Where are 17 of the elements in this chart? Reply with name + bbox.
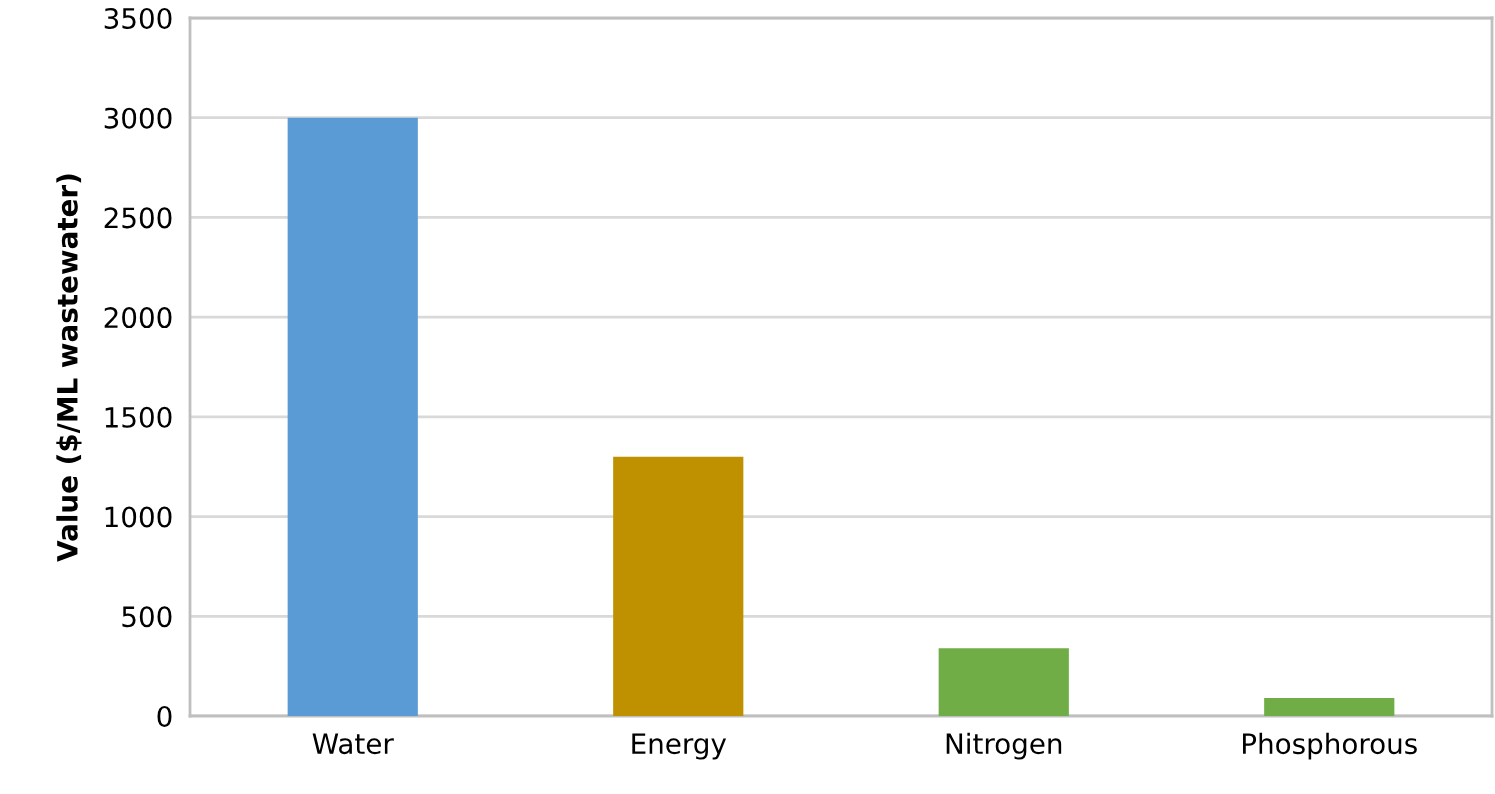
y-tick-label: 1500 xyxy=(105,406,172,428)
y-tick-label: 0 xyxy=(157,705,172,727)
bar xyxy=(287,117,418,716)
y-tick-label: 2000 xyxy=(104,307,172,329)
bar xyxy=(613,456,744,716)
y-axis-title: Value ($/ML wastewater) xyxy=(56,174,82,562)
bar xyxy=(1264,698,1395,716)
x-tick-label: Water xyxy=(312,733,394,755)
bar xyxy=(938,648,1069,716)
x-tick-label: Energy xyxy=(632,733,727,760)
x-tick-label: Phosphorous xyxy=(1243,732,1417,760)
y-tick-label: 2500 xyxy=(104,207,172,229)
x-tick-label: Nitrogen xyxy=(946,732,1062,760)
y-tick-label: 1000 xyxy=(105,506,172,528)
y-tick-label: 500 xyxy=(122,606,172,628)
y-tick-label: 3000 xyxy=(104,107,172,129)
y-tick-label: 3500 xyxy=(104,7,172,29)
